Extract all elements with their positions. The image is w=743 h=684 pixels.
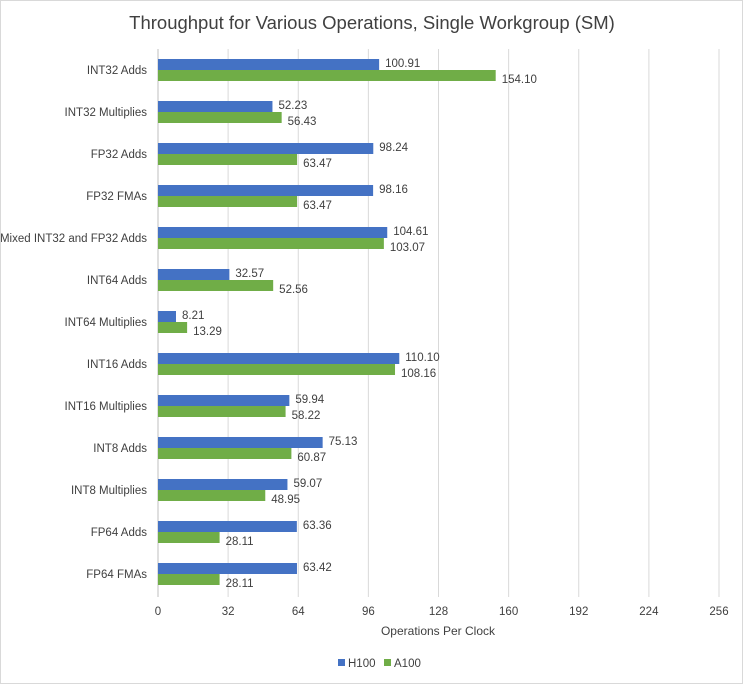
data-label-a100: 108.16 — [401, 368, 436, 380]
data-label-h100: 59.94 — [295, 394, 324, 406]
legend-swatch-a100 — [384, 659, 391, 666]
bar-h100 — [158, 269, 230, 280]
x-tick-label: 96 — [362, 606, 375, 618]
data-label-a100: 63.47 — [303, 158, 332, 170]
bar-h100 — [158, 353, 400, 364]
bar-a100 — [158, 196, 298, 207]
y-category-label: INT8 Multiplies — [71, 485, 147, 497]
data-label-h100: 8.21 — [182, 310, 204, 322]
bar-a100 — [158, 280, 274, 291]
x-tick-label: 128 — [429, 606, 448, 618]
y-category-label: INT16 Adds — [87, 359, 147, 371]
bar-a100 — [158, 574, 220, 585]
y-category-label: INT32 Adds — [87, 65, 147, 77]
bar-h100 — [158, 101, 273, 112]
bar-a100 — [158, 322, 188, 333]
x-tick-label: 64 — [292, 606, 305, 618]
data-label-a100: 58.22 — [292, 410, 321, 422]
data-label-h100: 100.91 — [385, 58, 420, 70]
bar-a100 — [158, 532, 220, 543]
data-label-h100: 110.10 — [405, 352, 439, 364]
data-label-h100: 98.16 — [379, 184, 408, 196]
y-category-label: FP32 FMAs — [86, 191, 147, 203]
y-category-label: Mixed INT32 and FP32 Adds — [1, 233, 147, 245]
data-label-a100: 63.47 — [303, 200, 332, 212]
x-tick-label: 192 — [569, 606, 588, 618]
legend-swatch-h100 — [338, 659, 345, 666]
data-label-a100: 52.56 — [279, 284, 308, 296]
x-tick-label: 256 — [709, 606, 728, 618]
data-label-h100: 98.24 — [379, 142, 408, 154]
data-label-a100: 154.10 — [502, 74, 537, 86]
y-category-label: FP64 Adds — [91, 527, 148, 539]
data-label-a100: 56.43 — [288, 116, 317, 128]
bar-h100 — [158, 563, 297, 574]
y-category-label: INT8 Adds — [93, 443, 147, 455]
bar-h100 — [158, 437, 323, 448]
chart-title: Throughput for Various Operations, Singl… — [129, 12, 615, 33]
x-axis-title: Operations Per Clock — [381, 624, 496, 638]
x-tick-label: 0 — [155, 606, 161, 618]
bar-a100 — [158, 406, 286, 417]
bar-a100 — [158, 70, 496, 81]
y-category-label: INT64 Multiplies — [65, 317, 148, 329]
y-category-label: INT64 Adds — [87, 275, 147, 287]
data-label-a100: 13.29 — [193, 326, 222, 338]
data-label-h100: 104.61 — [393, 226, 428, 238]
legend-label-a100: A100 — [394, 658, 421, 670]
bar-a100 — [158, 112, 282, 123]
data-label-a100: 60.87 — [297, 452, 326, 464]
data-label-h100: 32.57 — [235, 268, 264, 280]
data-label-a100: 103.07 — [390, 242, 425, 254]
data-label-a100: 28.11 — [226, 578, 254, 590]
y-category-label: INT16 Multiplies — [65, 401, 148, 413]
y-category-label: INT32 Multiplies — [65, 107, 148, 119]
bar-h100 — [158, 311, 176, 322]
data-label-h100: 59.07 — [293, 478, 322, 490]
x-tick-label: 224 — [639, 606, 659, 618]
data-label-h100: 63.36 — [303, 520, 332, 532]
x-tick-label: 32 — [222, 606, 235, 618]
bar-a100 — [158, 238, 384, 249]
bar-a100 — [158, 448, 292, 459]
data-label-h100: 52.23 — [278, 100, 307, 112]
bar-a100 — [158, 490, 266, 501]
bar-h100 — [158, 479, 288, 490]
y-category-label: FP64 FMAs — [86, 569, 147, 581]
bar-h100 — [158, 143, 374, 154]
data-label-a100: 28.11 — [226, 536, 254, 548]
y-category-label: FP32 Adds — [91, 149, 148, 161]
bar-h100 — [158, 395, 290, 406]
bar-a100 — [158, 364, 396, 375]
data-label-h100: 63.42 — [303, 562, 332, 574]
bar-h100 — [158, 521, 297, 532]
bar-a100 — [158, 154, 298, 165]
legend-label-h100: H100 — [348, 658, 376, 670]
x-tick-label: 160 — [499, 606, 518, 618]
data-label-a100: 48.95 — [271, 494, 300, 506]
data-label-h100: 75.13 — [329, 436, 358, 448]
bar-h100 — [158, 59, 380, 70]
bar-h100 — [158, 185, 374, 196]
bar-h100 — [158, 227, 388, 238]
